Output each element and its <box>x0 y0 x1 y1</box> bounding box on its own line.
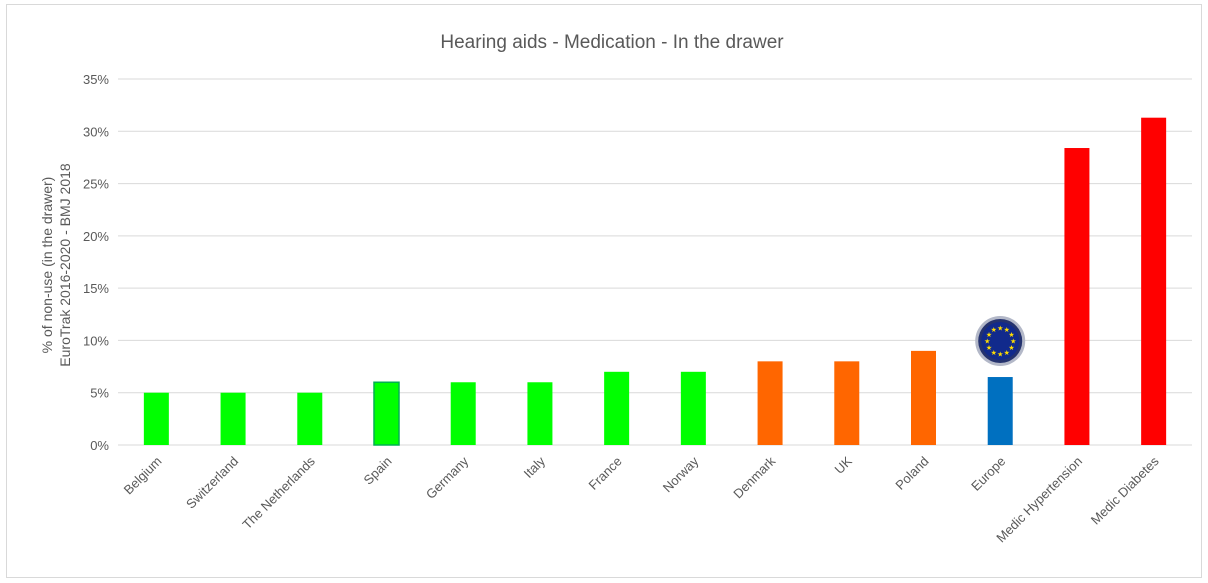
svg-text:★: ★ <box>1008 331 1014 339</box>
svg-text:★: ★ <box>1004 349 1010 357</box>
x-tick-label: Switzerland <box>183 454 241 512</box>
y-tick-label: 10% <box>83 333 109 348</box>
svg-text:★: ★ <box>986 344 992 352</box>
svg-text:★: ★ <box>1008 344 1014 352</box>
y-axis-ticks: 0% 5% 10% 15% 20% 25% 30% 35% <box>83 72 109 453</box>
svg-text:★: ★ <box>991 349 997 357</box>
annotations: ★★★★★★★★★ ★ ★★ <box>975 316 1026 366</box>
gridlines <box>118 78 1192 446</box>
y-tick-label: 5% <box>90 386 109 401</box>
bar-norway <box>680 371 706 445</box>
y-axis-label-line: EuroTrak 2016-2020 - BMJ 2018 <box>57 163 73 367</box>
bar-the-netherlands <box>297 392 323 445</box>
y-axis-label: % of non-use (in the drawer) EuroTrak 201… <box>39 163 73 367</box>
x-tick-label: Germany <box>423 453 472 502</box>
x-tick-label: Poland <box>892 454 931 493</box>
bar-germany <box>450 382 476 445</box>
y-tick-label: 35% <box>83 72 109 87</box>
bar-medic-diabetes <box>1141 117 1167 445</box>
bar-denmark <box>757 361 783 445</box>
bar-poland <box>911 350 936 445</box>
svg-text:★: ★ <box>986 331 992 339</box>
x-tick-label: France <box>586 454 625 493</box>
bar-belgium <box>143 392 169 445</box>
bar-italy <box>527 382 553 445</box>
chart-title: Hearing aids - Medication - In the drawe… <box>440 32 784 53</box>
svg-text:★: ★ <box>984 338 990 346</box>
svg-text:★: ★ <box>997 325 1003 333</box>
bars <box>143 117 1167 446</box>
x-tick-label: UK <box>832 453 856 477</box>
x-tick-label: Medic Hypertension <box>993 454 1085 546</box>
eu-flag-icon: ★★★★★★★★★ ★ ★★ <box>975 316 1026 366</box>
bar-uk <box>834 361 860 445</box>
y-tick-label: 20% <box>83 229 109 244</box>
bar-spain <box>373 381 400 446</box>
x-tick-label: Belgium <box>121 454 165 498</box>
y-tick-label: 30% <box>83 124 109 139</box>
x-tick-label: Spain <box>361 454 395 488</box>
svg-text:★: ★ <box>997 351 1003 359</box>
svg-text:★: ★ <box>1004 326 1010 334</box>
x-tick-label: Norway <box>660 453 702 495</box>
x-tick-label: Europe <box>968 454 1008 494</box>
y-tick-label: 0% <box>90 438 109 453</box>
x-tick-label: The Netherlands <box>239 453 318 532</box>
chart-frame <box>6 4 1202 578</box>
x-tick-label: Medic Diabetes <box>1088 453 1162 527</box>
y-tick-label: 15% <box>83 281 109 296</box>
svg-text:★: ★ <box>1010 338 1016 346</box>
x-tick-label: Denmark <box>730 453 778 501</box>
bar-medic-hypertension <box>1064 148 1090 445</box>
svg-text:★: ★ <box>991 326 997 334</box>
y-axis-label-line: % of non-use (in the drawer) <box>39 177 55 354</box>
x-tick-label: Italy <box>521 453 549 481</box>
y-tick-label: 25% <box>83 177 109 192</box>
bar-europe <box>987 377 1013 445</box>
bar-france <box>604 371 630 445</box>
bar-switzerland <box>220 392 246 445</box>
